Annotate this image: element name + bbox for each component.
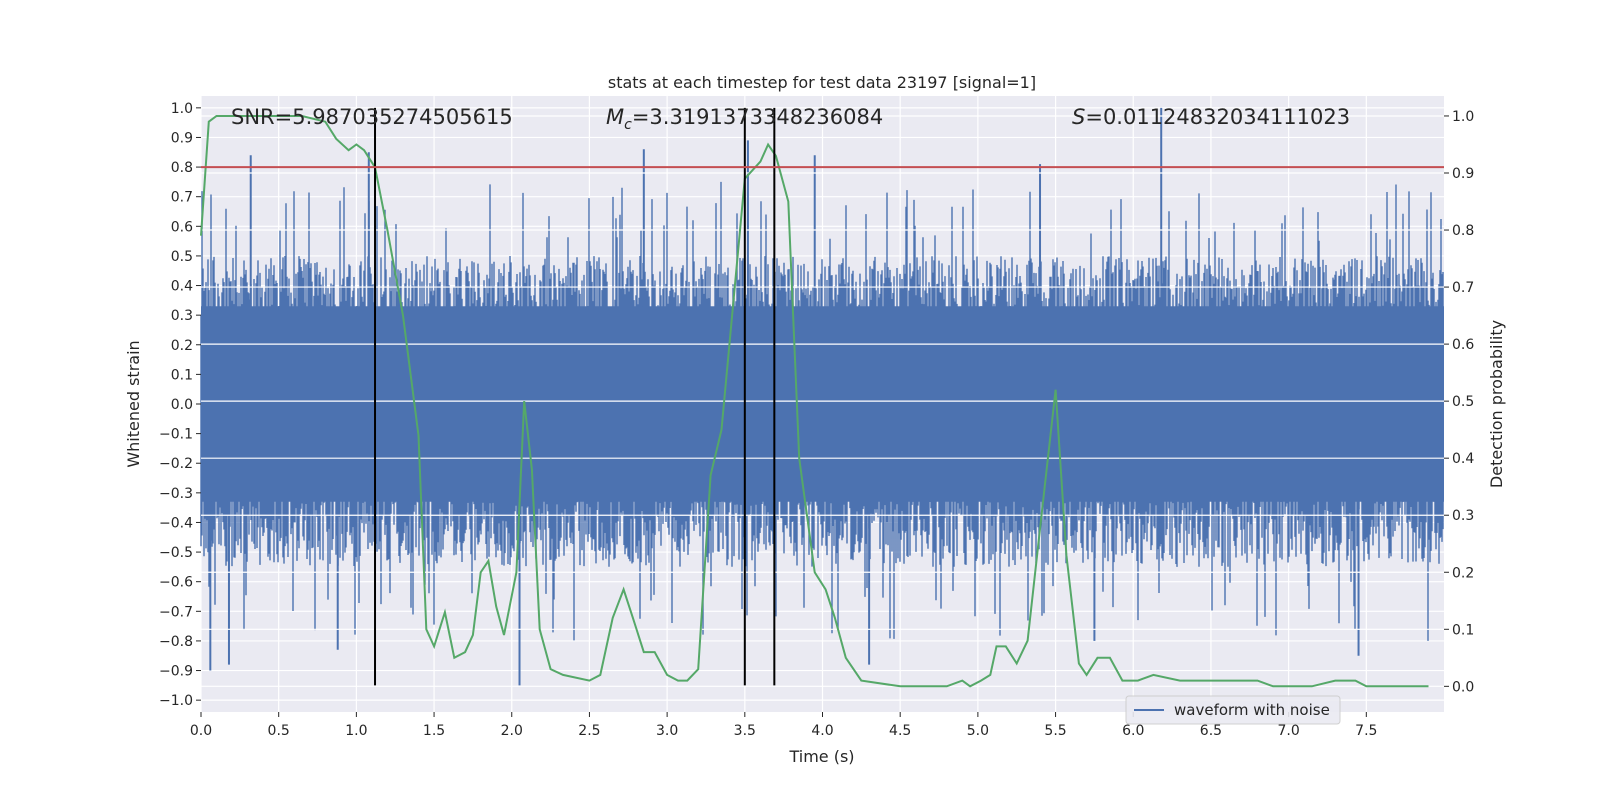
vertical-markers <box>374 107 776 686</box>
y2-tick-label: 0.9 <box>1452 166 1474 182</box>
y-tick-label: −0.9 <box>159 664 193 680</box>
y-tick-label: 0.7 <box>171 190 193 206</box>
y-tick-label: 1.0 <box>171 101 193 117</box>
y-tick-label: −0.5 <box>159 545 193 561</box>
s-symbol: S <box>1072 105 1085 129</box>
y2-tick-label: 0.7 <box>1452 280 1474 296</box>
y2-tick-label: 1.0 <box>1452 109 1474 125</box>
x-tick-label: 2.5 <box>578 723 600 739</box>
grid-overlay <box>201 115 1444 687</box>
y2-tick-label: 0.8 <box>1452 223 1474 239</box>
x-axis-label: Time (s) <box>788 747 854 766</box>
y2-tick-label: 0.5 <box>1452 394 1474 410</box>
y2-tick-label: 0.3 <box>1452 508 1474 524</box>
x-tick-label: 1.5 <box>423 723 445 739</box>
x-tick-label: 5.5 <box>1044 723 1066 739</box>
y-tick-label: −0.1 <box>159 427 193 443</box>
s-annotation: S=0.01124832034111023 <box>1072 105 1350 129</box>
x-tick-label: 7.0 <box>1277 723 1299 739</box>
y-tick-label: −0.6 <box>159 575 193 591</box>
x-tick-label: 4.0 <box>811 723 833 739</box>
y-tick-label: −0.3 <box>159 486 193 502</box>
x-tick-label: 0.0 <box>190 723 212 739</box>
x-tick-label: 0.5 <box>268 723 290 739</box>
chirp-mass-symbol: M <box>606 105 624 129</box>
x-tick-label: 7.5 <box>1355 723 1377 739</box>
y-tick-label: 0.1 <box>171 367 193 383</box>
chirp-mass-annotation: Mc=3.3191373348236084 <box>606 105 883 133</box>
x-tick-label: 3.0 <box>656 723 678 739</box>
x-tick-label: 2.0 <box>501 723 523 739</box>
x-tick-label: 4.5 <box>889 723 911 739</box>
chirp-mass-subscript: c <box>624 117 632 133</box>
x-axis-ticks: 0.0 0.5 1.0 1.5 2.0 2.5 3.0 3.5 4.0 4.5 5.0 5.5 6.0 6… <box>190 712 1377 739</box>
legend-box <box>1125 695 1341 725</box>
y-tick-label: 0.9 <box>171 130 193 146</box>
y-tick-label: 0.8 <box>171 160 193 176</box>
y2-tick-label: 0.2 <box>1452 565 1474 581</box>
y-axis-label: Whitened strain <box>124 340 143 467</box>
y2-tick-label: 0.1 <box>1452 622 1474 638</box>
x-tick-label: 6.0 <box>1122 723 1144 739</box>
legend: waveform with noise <box>1125 695 1341 725</box>
waveform-core <box>201 306 1444 502</box>
y2-tick-label: 0.4 <box>1452 451 1474 467</box>
s-value: =0.01124832034111023 <box>1085 105 1350 129</box>
x-tick-label: 5.0 <box>967 723 989 739</box>
chart-title: stats at each timestep for test data 231… <box>608 73 1036 92</box>
y-tick-label: 0.3 <box>171 308 193 324</box>
y-tick-label: 0.4 <box>171 279 193 295</box>
y-tick-label: −0.4 <box>159 515 193 531</box>
y2-tick-label: 0.0 <box>1452 679 1474 695</box>
y-tick-label: 0.2 <box>171 338 193 354</box>
legend-label: waveform with noise <box>1174 701 1330 719</box>
y-tick-label: 0.6 <box>171 219 193 235</box>
detection-probability-line <box>200 115 1429 688</box>
y-tick-label: −0.7 <box>159 604 193 620</box>
y-tick-label: −0.2 <box>159 456 193 472</box>
x-tick-label: 1.0 <box>345 723 367 739</box>
y2-axis-label: Detection probability <box>1487 320 1506 488</box>
y-tick-label: 0.0 <box>171 397 193 413</box>
y-tick-label: −0.8 <box>159 634 193 650</box>
y-tick-label: 0.5 <box>171 249 193 265</box>
snr-annotation: SNR=5.987035274505615 <box>231 105 513 129</box>
chirp-mass-value: =3.3191373348236084 <box>632 105 883 129</box>
x-tick-label: 6.5 <box>1200 723 1222 739</box>
probability-series <box>200 115 1429 688</box>
y-axis-ticks: 1.0 0.9 0.8 0.7 0.6 0.5 0.4 0.3 0.2 0.1 0.0 −0.1 −0.… <box>159 101 201 709</box>
waveform-series <box>200 107 1444 686</box>
y-tick-label: −1.0 <box>159 693 193 709</box>
y2-axis-ticks: 1.0 0.9 0.8 0.7 0.6 0.5 0.4 0.3 0.2 0.1 0.0 <box>1444 109 1474 695</box>
x-tick-label: 3.5 <box>734 723 756 739</box>
y2-tick-label: 0.6 <box>1452 337 1474 353</box>
